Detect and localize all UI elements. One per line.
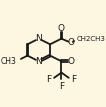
Text: O: O xyxy=(58,24,65,33)
Text: F: F xyxy=(46,75,52,84)
Text: F: F xyxy=(71,75,76,84)
Text: N: N xyxy=(35,57,42,66)
Text: CH2CH3: CH2CH3 xyxy=(77,36,106,42)
Text: F: F xyxy=(59,82,64,91)
Text: O: O xyxy=(68,57,75,66)
Text: O: O xyxy=(68,38,75,47)
Text: CH3: CH3 xyxy=(0,57,16,66)
Text: N: N xyxy=(35,34,42,43)
